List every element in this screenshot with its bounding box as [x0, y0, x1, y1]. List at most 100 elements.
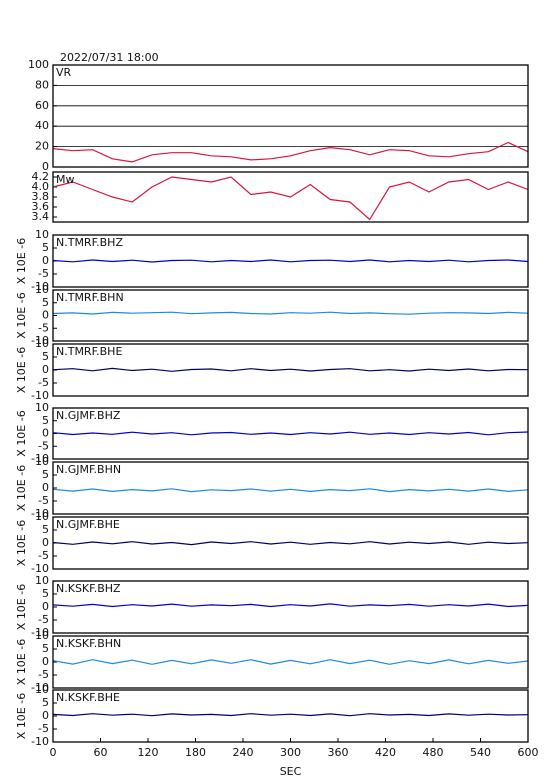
trace-label: N.TMRF.BHN: [56, 291, 124, 304]
x-tick-label: 480: [423, 746, 444, 759]
y-axis-label: X 10E -6: [15, 292, 28, 338]
y-tick-label: 80: [35, 78, 49, 91]
trace-label: N.TMRF.BHE: [56, 345, 122, 358]
y-tick-label: -5: [38, 722, 49, 735]
y-tick-label: 5: [42, 296, 49, 309]
trace-label: Mw: [56, 173, 75, 186]
panel-frame: [52, 343, 529, 397]
y-tick-label: -10: [31, 389, 49, 402]
trace: [52, 311, 529, 315]
panel-frame: [52, 407, 529, 460]
y-tick-label: 0: [42, 309, 49, 322]
y-tick-label: -5: [38, 376, 49, 389]
y-tick-label: 5: [42, 642, 49, 655]
y-tick-label: -5: [38, 494, 49, 507]
trace: [52, 259, 529, 263]
y-tick-label: -10: [31, 280, 49, 293]
x-tick-label: 300: [280, 746, 301, 759]
y-tick-label: 10: [35, 510, 49, 523]
x-tick-label: 180: [185, 746, 206, 759]
y-tick-label: 3.6: [32, 200, 50, 213]
trace-label: N.GJMF.BHZ: [56, 409, 121, 422]
y-tick-label: 10: [35, 401, 49, 414]
panel-frame: [52, 289, 529, 342]
panel-frame: [52, 461, 529, 515]
panel-frame: [52, 234, 529, 288]
y-tick-label: 10: [35, 455, 49, 468]
y-axis-label: X 10E -6: [15, 520, 28, 566]
y-tick-label: -10: [31, 681, 49, 694]
x-tick-label: 360: [328, 746, 349, 759]
trace-label: N.GJMF.BHN: [56, 463, 121, 476]
y-tick-label: 3.4: [32, 210, 50, 223]
y-tick-label: 3.8: [32, 190, 50, 203]
y-tick-label: -10: [31, 626, 49, 639]
trace-label: N.KSKF.BHZ: [56, 582, 121, 595]
y-axis-label: X 10E -6: [15, 639, 28, 685]
y-axis-label: X 10E -6: [15, 584, 28, 630]
y-tick-label: -5: [38, 613, 49, 626]
trace: [52, 488, 529, 493]
trace: [52, 713, 529, 717]
trace: [52, 431, 529, 436]
chart-title: 2022/07/31 18:00: [60, 51, 159, 64]
y-axis-label: X 10E -6: [15, 410, 28, 456]
y-tick-label: 4.0: [32, 180, 50, 193]
y-tick-label: 20: [35, 140, 49, 153]
y-axis-label: X 10E -6: [15, 693, 28, 739]
panel-frame: [52, 171, 529, 223]
y-tick-label: 0: [42, 536, 49, 549]
trace-label: VR: [56, 66, 72, 79]
y-tick-label: 0: [42, 363, 49, 376]
x-tick-label: 540: [470, 746, 491, 759]
y-axis-label: X 10E -6: [15, 465, 28, 511]
y-tick-label: -5: [38, 267, 49, 280]
y-tick-label: -10: [31, 452, 49, 465]
y-tick-label: 100: [28, 58, 49, 71]
y-tick-label: 5: [42, 414, 49, 427]
trace-label: N.KSKF.BHN: [56, 637, 121, 650]
y-tick-label: -5: [38, 321, 49, 334]
y-tick-label: 10: [35, 683, 49, 696]
trace-label: N.GJMF.BHE: [56, 518, 120, 531]
y-tick-label: -5: [38, 549, 49, 562]
y-tick-label: 4.2: [32, 170, 50, 183]
trace-label: N.TMRF.BHZ: [56, 236, 123, 249]
x-tick-label: 120: [138, 746, 159, 759]
x-tick-label: 420: [375, 746, 396, 759]
panel-frame: [52, 580, 529, 634]
panel-frame: [52, 689, 529, 743]
trace: [52, 176, 529, 221]
y-tick-label: 0: [42, 600, 49, 613]
y-tick-label: -10: [31, 562, 49, 575]
y-tick-label: 10: [35, 574, 49, 587]
y-tick-label: 10: [35, 629, 49, 642]
trace-label: N.KSKF.BHE: [56, 691, 120, 704]
y-tick-label: -10: [31, 507, 49, 520]
y-tick-label: 10: [35, 228, 49, 241]
y-tick-label: -10: [31, 334, 49, 347]
y-tick-label: 10: [35, 337, 49, 350]
y-tick-label: 0: [42, 160, 49, 173]
y-tick-label: 0: [42, 655, 49, 668]
y-tick-label: -10: [31, 735, 49, 748]
y-tick-label: -5: [38, 439, 49, 452]
panel-frame: [52, 516, 529, 570]
y-tick-label: 5: [42, 350, 49, 363]
y-tick-label: 0: [42, 254, 49, 267]
trace: [52, 603, 529, 608]
y-tick-label: 0: [42, 427, 49, 440]
trace: [52, 659, 529, 665]
y-tick-label: 60: [35, 99, 49, 112]
y-tick-label: 10: [35, 283, 49, 296]
y-tick-label: 0: [42, 481, 49, 494]
x-tick-label: 60: [94, 746, 108, 759]
y-tick-label: 40: [35, 119, 49, 132]
y-tick-label: -5: [38, 668, 49, 681]
y-axis-label: X 10E -6: [15, 347, 28, 393]
y-tick-label: 0: [42, 709, 49, 722]
y-tick-label: 5: [42, 241, 49, 254]
x-axis-label: SEC: [280, 765, 302, 778]
y-tick-label: 5: [42, 523, 49, 536]
